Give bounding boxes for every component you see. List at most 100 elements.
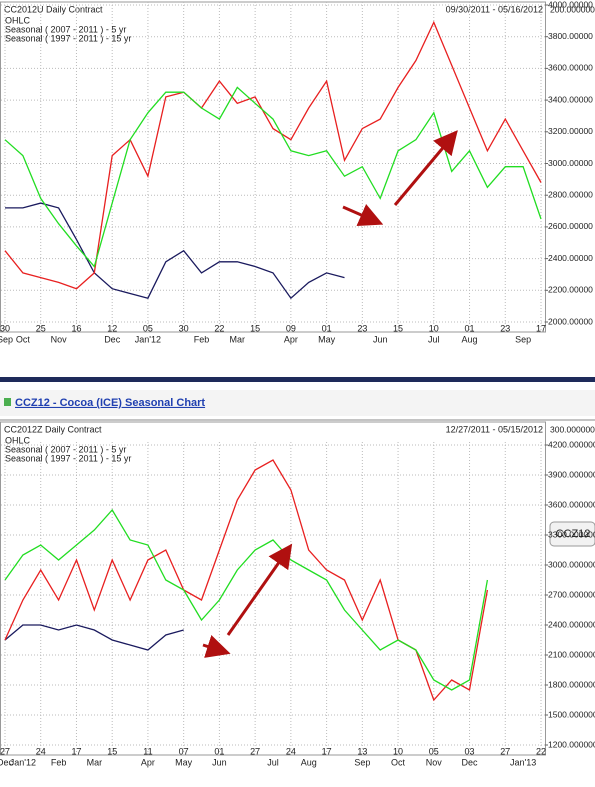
month-label: Jul [428,334,440,344]
month-label: Dec [104,334,121,344]
y-tick-label: 3800.00000 [548,31,593,41]
arrow [342,203,384,226]
y-tick-label: 2600.00000 [548,221,593,231]
date-range: 09/30/2011 - 05/16/2012 [446,4,543,14]
month-label: Feb [51,757,67,767]
y-tick-label: 3000.00000 [548,158,593,168]
y-tick-label: 3600.000000 [548,499,595,509]
legend-entry: Seasonal ( 2007 - 2011 ) - 5 yr [5,444,126,454]
y-tick-label: 2200.00000 [548,285,593,295]
month-label: Apr [141,757,155,767]
x-tick-label: 27 [250,746,260,756]
y-tick-label: 1800.000000 [548,679,595,689]
symbol-button-label[interactable]: CCZ12 [556,528,591,540]
x-tick-label: 15 [250,323,260,333]
x-tick-label: 01 [214,746,224,756]
section-title[interactable]: CCZ12 - Cocoa (ICE) Seasonal Chart [15,397,205,409]
legend-entry: OHLC [5,15,31,25]
legend-entry: Seasonal ( 1997 - 2011 ) - 15 yr [5,453,131,463]
section-icon [4,398,11,406]
plot-frame [0,1,546,333]
series-line [4,624,184,651]
arrow [393,130,458,206]
arrow [202,635,231,658]
month-label: Apr [284,334,298,344]
month-label: Sep [515,334,531,344]
series-line [5,202,345,300]
x-tick-label: 15 [393,323,403,333]
date-range: 12/27/2011 - 05/15/2012 [446,424,543,434]
x-tick-label: 27 [500,746,510,756]
x-tick-label: 01 [465,323,475,333]
y-tick-label: 3600.00000 [548,63,593,73]
month-label: Jan'12 [10,757,36,767]
y-tick-label: 4200.000000 [548,439,595,449]
legend-entry: Seasonal ( 1997 - 2011 ) - 15 yr [5,33,131,43]
x-tick-label: 09 [286,323,296,333]
x-tick-label: 30 [0,323,10,333]
series-line [4,86,542,268]
x-tick-label: 15 [107,746,117,756]
top-axis-label: 200.000000 [550,4,595,14]
plots: CC2012U Daily Contract 09/30/2011 - 05/16… [0,0,595,767]
y-tick-label: 1200.000000 [548,739,595,749]
y-tick-label: 3000.000000 [548,559,595,569]
x-tick-label: 10 [429,323,439,333]
series-line [4,459,489,702]
x-tick-label: 11 [143,746,152,756]
month-label: Nov [51,334,68,344]
chart-title: CC2012Z Daily Contract [4,424,102,434]
month-label: May [175,757,193,767]
y-tick-label: 2400.00000 [548,253,593,263]
month-label: Jul [267,757,279,767]
top-axis-label: 300.000000 [550,424,595,434]
y-tick-label: 3200.00000 [548,126,593,136]
x-tick-label: 17 [322,746,332,756]
x-tick-label: 13 [357,746,367,756]
arrow [226,543,293,636]
month-label: Aug [301,757,317,767]
x-tick-label: 22 [214,323,224,333]
month-label: Nov [426,757,443,767]
month-label: Feb [194,334,210,344]
x-tick-label: 05 [429,746,439,756]
month-label: Mar [87,757,103,767]
y-tick-label: 4000.00000 [548,0,593,9]
plot-frame [0,421,546,756]
x-tick-label: 10 [393,746,403,756]
y-tick-label: 1500.000000 [548,709,595,719]
x-tick-label: 24 [286,746,296,756]
legend-entry: Seasonal ( 2007 - 2011 ) - 5 yr [5,24,126,34]
x-tick-label: 27 [0,746,10,756]
x-tick-label: 24 [36,746,46,756]
y-tick-label: 2700.000000 [548,589,595,599]
month-label: Jan'12 [135,334,161,344]
x-tick-label: 01 [322,323,332,333]
y-tick-label: 3400.00000 [548,94,593,104]
month-label: Oct [391,757,406,767]
x-tick-label: 12 [107,323,117,333]
x-tick-label: 07 [179,746,189,756]
y-tick-label: 3900.000000 [548,469,595,479]
month-label: Sep [0,334,13,344]
month-label: Mar [230,334,246,344]
month-label: Jan'13 [510,757,536,767]
month-label: Aug [462,334,478,344]
y-tick-label: 3300.000000 [548,529,595,539]
month-label: Dec [462,757,479,767]
month-label: Dec [0,757,13,767]
symbol-button[interactable] [549,521,595,547]
x-tick-label: 16 [71,323,81,333]
section-header [0,390,595,416]
y-tick-label: 2100.000000 [548,649,595,659]
annotations [202,130,458,658]
series-line [4,508,489,691]
separator-bar [0,377,595,382]
month-label: May [318,334,336,344]
x-tick-label: 25 [36,323,46,333]
legend-entry: OHLC [5,435,31,445]
y-tick-label: 2000.00000 [548,316,593,326]
x-tick-label: 22 [536,746,546,756]
series-line [4,20,542,290]
